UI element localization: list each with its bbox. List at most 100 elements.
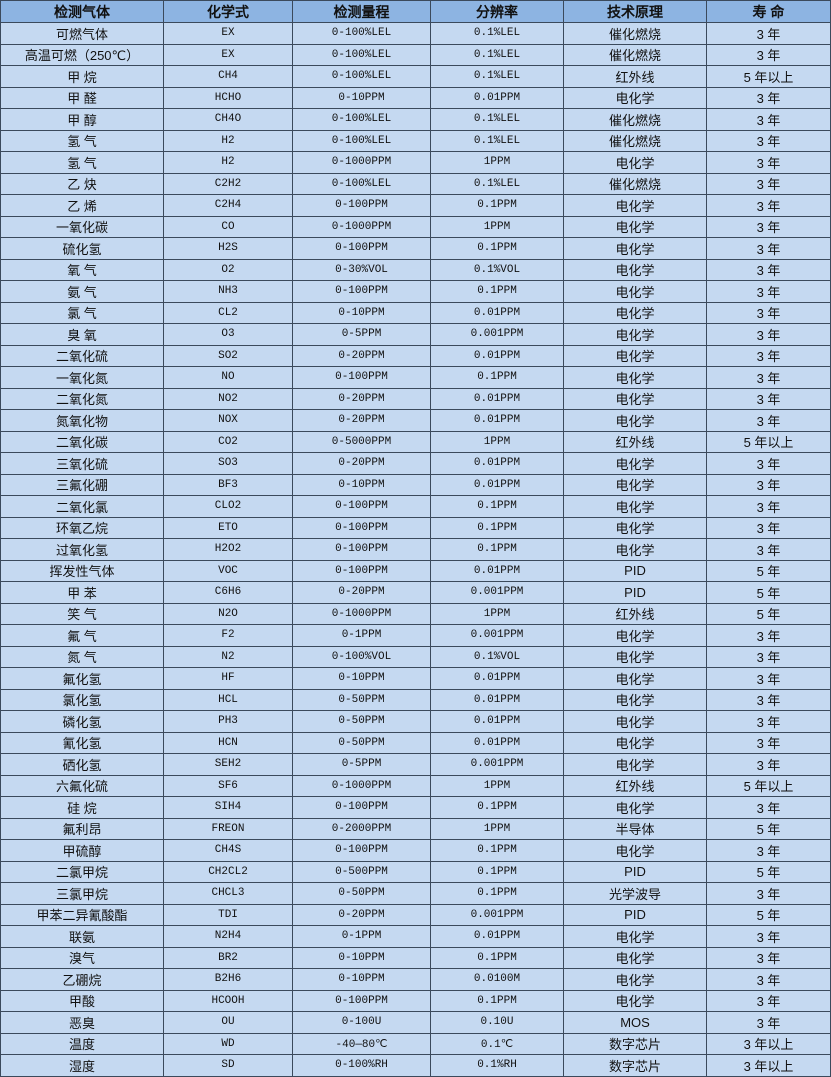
- cell-gas-name: 恶臭: [0, 1011, 164, 1034]
- cell-technical-principle: 电化学: [563, 710, 707, 733]
- cell-resolution: 0.1%LEL: [430, 22, 564, 45]
- cell-detection-range: 0-50PPM: [292, 882, 431, 905]
- cell-chemical-formula: SIH4: [163, 796, 293, 819]
- cell-technical-principle: 催化燃烧: [563, 108, 707, 131]
- cell-chemical-formula: B2H6: [163, 968, 293, 991]
- cell-resolution: 0.1%VOL: [430, 645, 564, 668]
- cell-chemical-formula: CH2CL2: [163, 860, 293, 883]
- table-header: 检测气体 化学式 检测量程 分辨率 技术原理寿 命: [0, 0, 831, 23]
- cell-detection-range: 0-5000PPM: [292, 430, 431, 453]
- table-row: 氨 气 NH3 0-100PPM 0.1PPM 电化学 3 年: [0, 280, 831, 303]
- table-row: 联氨 N2H4 0-1PPM 0.01PPM 电化学 3 年: [0, 925, 831, 948]
- cell-lifespan: 3 年: [706, 258, 831, 281]
- cell-gas-name: 笑 气: [0, 602, 164, 625]
- cell-lifespan: 5 年: [706, 817, 831, 840]
- table-row: 乙 烯 C2H4 0-100PPM 0.1PPM 电化学 3 年: [0, 194, 831, 217]
- cell-technical-principle: 电化学: [563, 409, 707, 432]
- cell-lifespan: 3 年: [706, 172, 831, 195]
- cell-lifespan: 3 年: [706, 753, 831, 776]
- cell-resolution: 0.10U: [430, 1011, 564, 1034]
- cell-technical-principle: 电化学: [563, 968, 707, 991]
- cell-gas-name: 乙 烯: [0, 194, 164, 217]
- table-row: 二氧化硫 SO2 0-20PPM 0.01PPM 电化学 3 年: [0, 344, 831, 367]
- table-row: 二氧化碳 CO2 0-5000PPM 1PPM 红外线 5 年以上: [0, 430, 831, 453]
- cell-technical-principle: 催化燃烧: [563, 172, 707, 195]
- cell-technical-principle: 电化学: [563, 323, 707, 346]
- cell-detection-range: 0-100%LEL: [292, 22, 431, 45]
- cell-technical-principle: 电化学: [563, 538, 707, 561]
- cell-detection-range: 0-100%LEL: [292, 108, 431, 131]
- cell-technical-principle: 电化学: [563, 839, 707, 862]
- cell-detection-range: 0-100PPM: [292, 839, 431, 862]
- cell-detection-range: 0-10PPM: [292, 946, 431, 969]
- cell-resolution: 0.1PPM: [430, 237, 564, 260]
- cell-chemical-formula: C6H6: [163, 581, 293, 604]
- cell-resolution: 0.1PPM: [430, 839, 564, 862]
- cell-chemical-formula: CHCL3: [163, 882, 293, 905]
- cell-resolution: 1PPM: [430, 602, 564, 625]
- cell-detection-range: 0-20PPM: [292, 581, 431, 604]
- cell-technical-principle: 电化学: [563, 366, 707, 389]
- cell-chemical-formula: TDI: [163, 903, 293, 926]
- cell-lifespan: 3 年: [706, 301, 831, 324]
- cell-resolution: 0.1PPM: [430, 366, 564, 389]
- cell-resolution: 1PPM: [430, 774, 564, 797]
- cell-chemical-formula: EX: [163, 43, 293, 66]
- cell-resolution: 0.1℃: [430, 1032, 564, 1055]
- cell-resolution: 0.1%RH: [430, 1054, 564, 1077]
- cell-resolution: 0.1%LEL: [430, 65, 564, 88]
- table-row: 湿度 SD 0-100%RH 0.1%RH 数字芯片 3 年以上: [0, 1054, 831, 1077]
- cell-chemical-formula: BF3: [163, 473, 293, 496]
- cell-resolution: 0.1PPM: [430, 495, 564, 518]
- table-row: 氰化氢 HCN 0-50PPM 0.01PPM 电化学 3 年: [0, 731, 831, 754]
- table-row: 甲酸 HCOOH 0-100PPM 0.1PPM 电化学 3 年: [0, 989, 831, 1012]
- table-row: 氢 气 H2 0-100%LEL 0.1%LEL 催化燃烧 3 年: [0, 129, 831, 152]
- cell-resolution: 1PPM: [430, 151, 564, 174]
- cell-chemical-formula: SO3: [163, 452, 293, 475]
- cell-gas-name: 氮氧化物: [0, 409, 164, 432]
- cell-lifespan: 3 年以上: [706, 1054, 831, 1077]
- cell-lifespan: 3 年: [706, 280, 831, 303]
- cell-gas-name: 湿度: [0, 1054, 164, 1077]
- cell-technical-principle: 电化学: [563, 387, 707, 410]
- cell-technical-principle: 电化学: [563, 731, 707, 754]
- cell-gas-name: 氰化氢: [0, 731, 164, 754]
- cell-lifespan: 3 年: [706, 237, 831, 260]
- cell-technical-principle: 电化学: [563, 237, 707, 260]
- column-header-lifespan: 寿 命: [706, 0, 831, 23]
- cell-detection-range: 0-1PPM: [292, 624, 431, 647]
- cell-chemical-formula: H2S: [163, 237, 293, 260]
- cell-technical-principle: 电化学: [563, 301, 707, 324]
- cell-gas-name: 三氧化硫: [0, 452, 164, 475]
- cell-lifespan: 3 年: [706, 946, 831, 969]
- cell-detection-range: 0-100PPM: [292, 237, 431, 260]
- table-row: 氯 气 CL2 0-10PPM 0.01PPM 电化学 3 年: [0, 301, 831, 324]
- cell-chemical-formula: CLO2: [163, 495, 293, 518]
- cell-lifespan: 3 年: [706, 731, 831, 754]
- cell-resolution: 0.1PPM: [430, 946, 564, 969]
- cell-technical-principle: 电化学: [563, 624, 707, 647]
- cell-lifespan: 3 年: [706, 645, 831, 668]
- cell-resolution: 0.001PPM: [430, 903, 564, 926]
- cell-resolution: 0.1PPM: [430, 989, 564, 1012]
- cell-chemical-formula: CH4S: [163, 839, 293, 862]
- cell-chemical-formula: NOX: [163, 409, 293, 432]
- cell-lifespan: 3 年: [706, 344, 831, 367]
- table-row: 甲 烷 CH4 0-100%LEL 0.1%LEL 红外线 5 年以上: [0, 65, 831, 88]
- cell-gas-name: 可燃气体: [0, 22, 164, 45]
- cell-resolution: 0.001PPM: [430, 624, 564, 647]
- cell-detection-range: 0-1000PPM: [292, 151, 431, 174]
- cell-gas-name: 三氯甲烷: [0, 882, 164, 905]
- cell-gas-name: 高温可燃（250℃）: [0, 43, 164, 66]
- column-header-gas-name: 检测气体: [0, 0, 164, 23]
- cell-chemical-formula: FREON: [163, 817, 293, 840]
- cell-technical-principle: 数字芯片: [563, 1054, 707, 1077]
- cell-technical-principle: 电化学: [563, 194, 707, 217]
- cell-resolution: 0.1PPM: [430, 860, 564, 883]
- cell-lifespan: 3 年: [706, 129, 831, 152]
- cell-resolution: 0.001PPM: [430, 323, 564, 346]
- cell-technical-principle: 电化学: [563, 516, 707, 539]
- cell-technical-principle: 电化学: [563, 151, 707, 174]
- cell-detection-range: 0-1000PPM: [292, 602, 431, 625]
- cell-resolution: 0.1%LEL: [430, 43, 564, 66]
